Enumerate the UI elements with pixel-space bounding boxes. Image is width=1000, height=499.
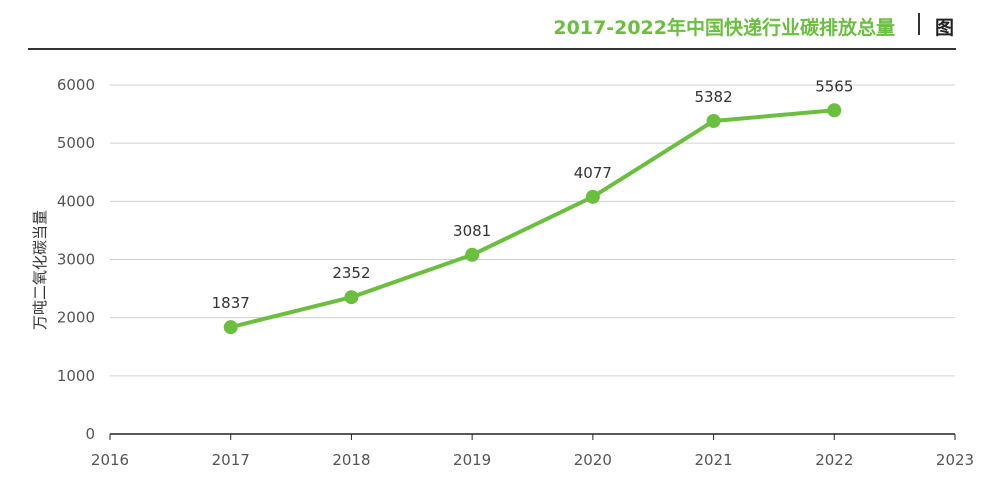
x-tick-label: 2019: [453, 451, 491, 469]
data-label: 4077: [574, 164, 612, 182]
data-labels: 1837 2352 3081 4077 5382 5565: [212, 77, 854, 312]
y-tick-label: 4000: [57, 192, 95, 210]
x-tick-label: 2021: [694, 451, 732, 469]
series-layer: [223, 103, 842, 335]
data-point: [706, 113, 721, 128]
series-line: [230, 108, 835, 330]
chart-title: 2017-2022年中国快递行业碳排放总量: [553, 17, 895, 39]
data-point: [344, 290, 359, 305]
data-label: 5565: [815, 77, 853, 95]
axes: [109, 433, 956, 440]
title-separator: [918, 13, 920, 35]
data-point: [465, 247, 480, 262]
tick-labels: 0 1000 2000 3000 4000 5000 6000 2016 2017 2018 201…: [57, 76, 974, 469]
grid-lines: [110, 84, 955, 377]
header-rule: [28, 48, 956, 50]
x-tick-label: 2017: [212, 451, 250, 469]
x-tick-label: 2023: [936, 451, 974, 469]
data-label: 3081: [453, 222, 491, 240]
x-tick-label: 2016: [91, 451, 129, 469]
data-label: 5382: [694, 88, 732, 106]
x-tick-label: 2018: [332, 451, 370, 469]
x-tick-label: 2020: [574, 451, 612, 469]
x-tick-label: 2022: [815, 451, 853, 469]
y-tick-label: 5000: [57, 134, 95, 152]
y-axis-label: 万吨二氧化碳当量: [31, 210, 49, 330]
data-label: 1837: [212, 294, 250, 312]
y-tick-label: 2000: [57, 309, 95, 327]
data-point: [585, 189, 600, 204]
y-tick-label: 1000: [57, 367, 95, 385]
y-tick-label: 0: [85, 425, 95, 443]
data-point: [827, 103, 842, 118]
data-point: [223, 320, 238, 335]
figure-label: 图: [935, 17, 955, 39]
y-tick-label: 3000: [57, 251, 95, 269]
data-label: 2352: [332, 264, 370, 282]
chart-header: 2017-2022年中国快递行业碳排放总量 图: [0, 0, 1000, 50]
y-tick-label: 6000: [57, 76, 95, 94]
